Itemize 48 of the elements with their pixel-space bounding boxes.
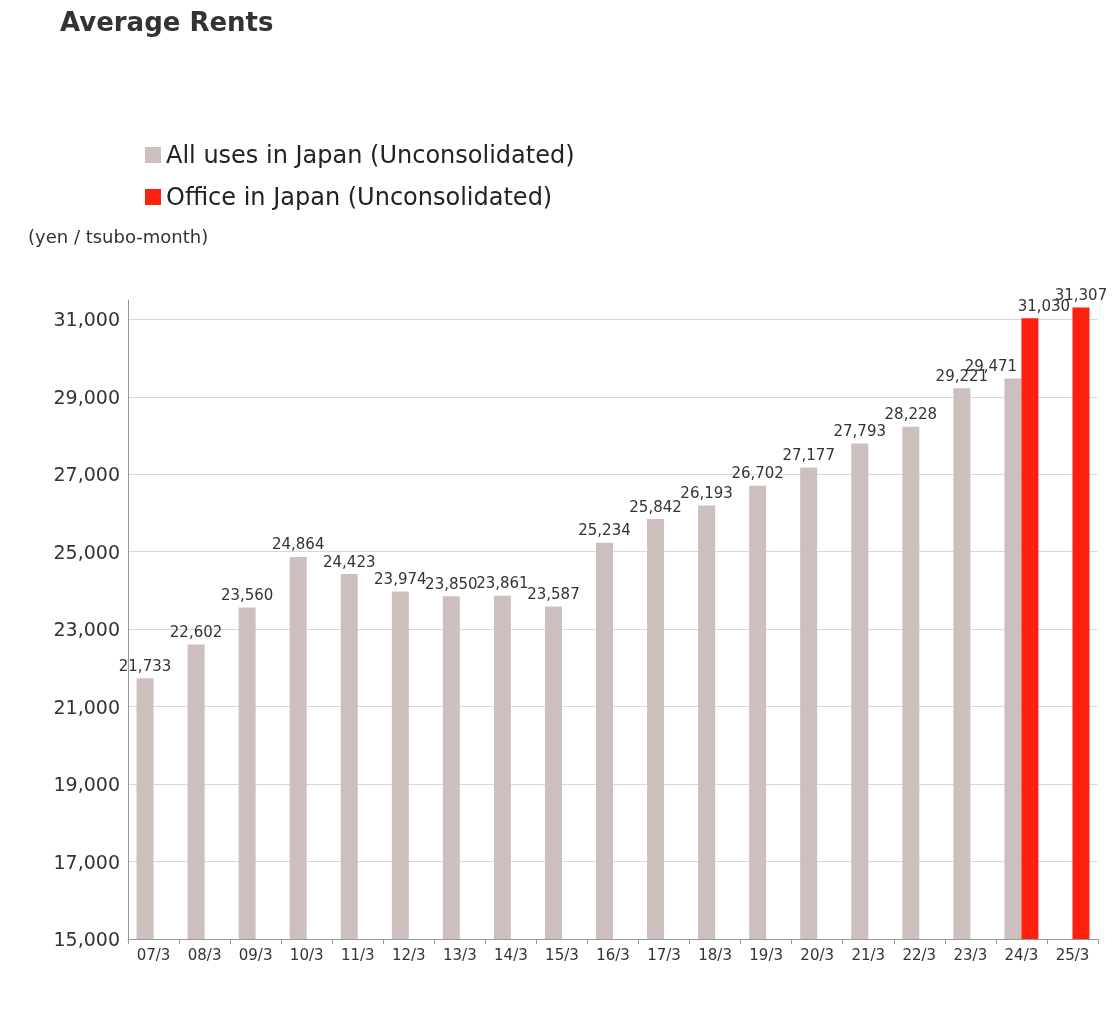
data-label: 27,177 bbox=[782, 445, 835, 464]
x-tick-label: 08/3 bbox=[187, 945, 222, 964]
data-label: 24,423 bbox=[322, 552, 376, 571]
y-tick-label: 17,000 bbox=[53, 850, 120, 873]
chart-title: Average Rents bbox=[60, 7, 274, 37]
x-tick-label: 20/3 bbox=[800, 945, 835, 964]
x-tick-label: 15/3 bbox=[545, 945, 579, 964]
y-tick-label: 29,000 bbox=[53, 385, 120, 408]
data-label: 23,861 bbox=[476, 574, 529, 593]
data-label: 24,864 bbox=[271, 535, 325, 554]
y-tick-label: 19,000 bbox=[53, 773, 120, 796]
x-tick-label: 10/3 bbox=[289, 945, 324, 964]
x-tick-label: 17/3 bbox=[647, 945, 681, 964]
x-tick-label: 23/3 bbox=[953, 945, 988, 964]
data-label: 27,793 bbox=[833, 422, 887, 441]
y-tick-label: 31,000 bbox=[53, 308, 120, 331]
x-tick-label: 24/3 bbox=[1004, 945, 1039, 964]
y-tick-label: 25,000 bbox=[53, 540, 120, 563]
data-label: 23,974 bbox=[374, 569, 427, 588]
x-tick-label: 19/3 bbox=[749, 945, 783, 964]
data-label: 23,560 bbox=[220, 585, 274, 604]
y-tick-label: 21,000 bbox=[53, 695, 120, 718]
x-tick-label: 18/3 bbox=[698, 945, 732, 964]
x-tick-label: 21/3 bbox=[851, 945, 886, 964]
data-label: 26,702 bbox=[731, 464, 784, 483]
y-tick-label: 23,000 bbox=[53, 618, 120, 641]
data-label: 21,733 bbox=[118, 656, 172, 675]
data-label: 23,850 bbox=[425, 574, 478, 593]
x-tick-label: 16/3 bbox=[596, 945, 630, 964]
y-tick-label: 15,000 bbox=[53, 928, 120, 950]
data-label: 28,228 bbox=[884, 405, 938, 424]
x-tick-label: 09/3 bbox=[238, 945, 273, 964]
y-tick-label: 27,000 bbox=[53, 463, 120, 486]
x-tick-label: 22/3 bbox=[902, 945, 937, 964]
x-tick-label: 11/3 bbox=[340, 945, 375, 964]
x-tick-label: 07/3 bbox=[136, 945, 171, 964]
legend-label: Office in Japan (Unconsolidated) bbox=[166, 183, 553, 211]
data-label: 26,193 bbox=[680, 484, 733, 503]
data-label: 25,234 bbox=[578, 521, 631, 540]
y-axis-title: (yen / tsubo-month) bbox=[28, 225, 209, 247]
data-label: 22,602 bbox=[169, 623, 223, 642]
x-tick-label: 13/3 bbox=[443, 945, 477, 964]
x-tick-label: 25/3 bbox=[1055, 945, 1090, 964]
legend-label: All uses in Japan (Unconsolidated) bbox=[166, 141, 575, 169]
data-label: 23,587 bbox=[527, 584, 580, 603]
data-label: 25,842 bbox=[629, 497, 682, 516]
x-tick-label: 12/3 bbox=[391, 945, 426, 964]
x-tick-label: 14/3 bbox=[494, 945, 528, 964]
